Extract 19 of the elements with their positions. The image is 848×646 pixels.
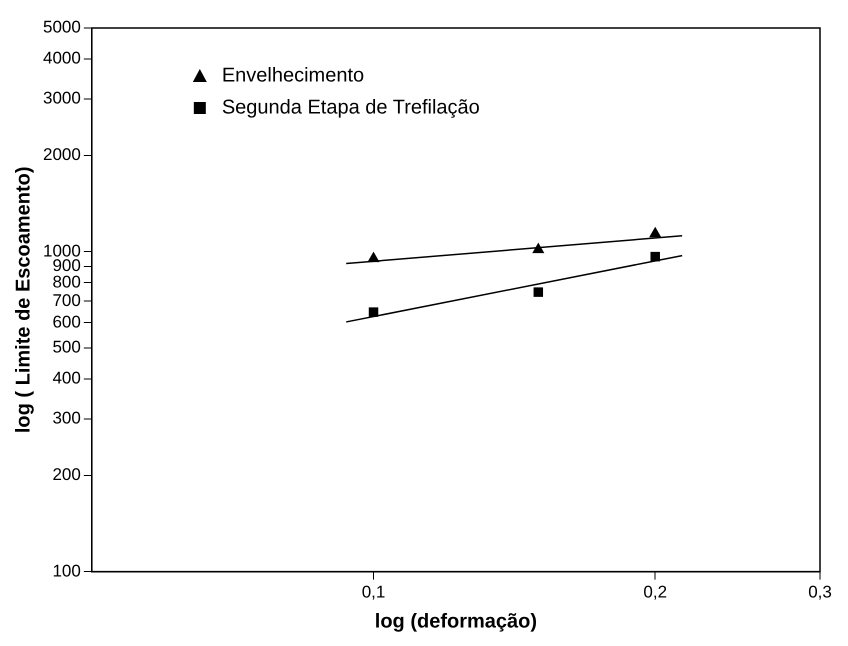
y-tick-label: 400 (52, 368, 81, 388)
y-tick-label: 5000 (42, 18, 81, 37)
y-tick-label: 2000 (42, 145, 81, 164)
x-tick-label: 0,1 (362, 582, 386, 602)
y-tick-label: 500 (52, 338, 81, 357)
x-tick-label: 0,2 (643, 582, 668, 602)
y-tick-label: 200 (52, 464, 81, 484)
x-axis-title: log (deformação) (374, 610, 538, 633)
legend-label: Envelhecimento (222, 64, 364, 87)
y-tick-label: 100 (52, 561, 81, 580)
y-tick-label: 4000 (42, 48, 81, 68)
y-tick-label: 700 (52, 290, 81, 310)
legend-label: Segunda Etapa de Trefilação (222, 96, 480, 119)
y-tick-label: 800 (52, 272, 81, 292)
x-tick-label: 0,3 (808, 582, 832, 602)
y-axis-title: log ( Limite de Escoamento) (12, 166, 35, 434)
y-tick-label: 300 (52, 408, 81, 428)
y-tick-label: 600 (52, 312, 81, 332)
y-tick-label: 3000 (42, 88, 81, 108)
